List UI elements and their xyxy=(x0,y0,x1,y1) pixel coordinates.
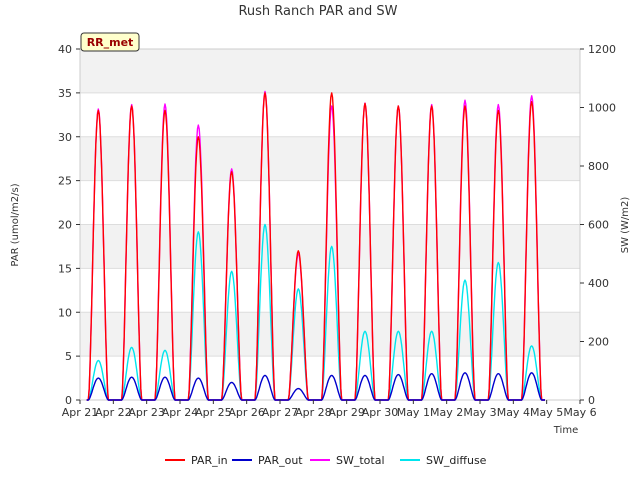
y-right-tick-label: 1200 xyxy=(588,43,616,56)
badge-label: RR_met xyxy=(87,36,134,49)
x-tick-label: Apr 27 xyxy=(262,406,299,419)
y-right-tick-label: 600 xyxy=(588,219,609,232)
legend-label: SW_diffuse xyxy=(426,454,487,467)
x-tick-label: Apr 23 xyxy=(128,406,165,419)
y-left-tick-label: 0 xyxy=(65,394,72,407)
y-left-tick-label: 25 xyxy=(58,175,72,188)
band xyxy=(80,136,580,181)
y-axis-left-label: PAR (umol/m2/s) xyxy=(10,183,21,266)
y-left-tick-label: 10 xyxy=(58,306,72,319)
y-left-tick-label: 20 xyxy=(58,219,72,232)
x-tick-label: May 2 xyxy=(430,406,463,419)
legend-label: PAR_out xyxy=(258,454,303,467)
y-left-tick-label: 40 xyxy=(58,43,72,56)
x-axis-label: Time xyxy=(553,425,578,436)
badge-box xyxy=(80,32,140,52)
x-tick-label: Apr 21 xyxy=(62,406,99,419)
axis-ticks: 0510152025303540020040060080010001200Apr… xyxy=(58,43,616,419)
legend-label: PAR_in xyxy=(191,454,228,467)
x-tick-label: Apr 24 xyxy=(162,406,199,419)
legend: PAR_in PAR_out SW_total SW_diffuse xyxy=(165,454,487,467)
x-tick-label: Apr 25 xyxy=(195,406,232,419)
x-tick-label: May 1 xyxy=(397,406,430,419)
series-layer xyxy=(86,90,545,401)
x-tick-label: Apr 22 xyxy=(95,406,132,419)
badge: RR_met xyxy=(80,32,140,52)
y-right-tick-label: 0 xyxy=(588,394,595,407)
x-tick-label: Apr 30 xyxy=(362,406,399,419)
y-left-tick-label: 30 xyxy=(58,131,72,144)
x-tick-label: Apr 26 xyxy=(228,406,265,419)
x-tick-label: Apr 29 xyxy=(328,406,365,419)
y-axis-right-label: SW (W/m2) xyxy=(620,197,631,254)
y-left-tick-label: 5 xyxy=(65,350,72,363)
band xyxy=(80,49,580,93)
y-right-tick-label: 800 xyxy=(588,160,609,173)
x-tick-label: May 4 xyxy=(497,406,530,419)
y-right-tick-label: 1000 xyxy=(588,102,616,115)
y-right-tick-label: 400 xyxy=(588,277,609,290)
chart-title: Rush Ranch PAR and SW xyxy=(238,4,397,19)
x-tick-label: May 5 xyxy=(530,406,563,419)
y-left-tick-label: 15 xyxy=(58,262,72,275)
x-tick-label: Apr 28 xyxy=(295,406,332,419)
y-left-tick-label: 35 xyxy=(58,87,72,100)
series-line-par-out xyxy=(86,372,545,401)
y-right-tick-label: 200 xyxy=(588,336,609,349)
x-tick-label: May 3 xyxy=(463,406,496,419)
legend-label: SW_total xyxy=(336,454,385,467)
band xyxy=(80,312,580,357)
x-tick-label: May 6 xyxy=(563,406,596,419)
background-bands xyxy=(80,49,580,357)
